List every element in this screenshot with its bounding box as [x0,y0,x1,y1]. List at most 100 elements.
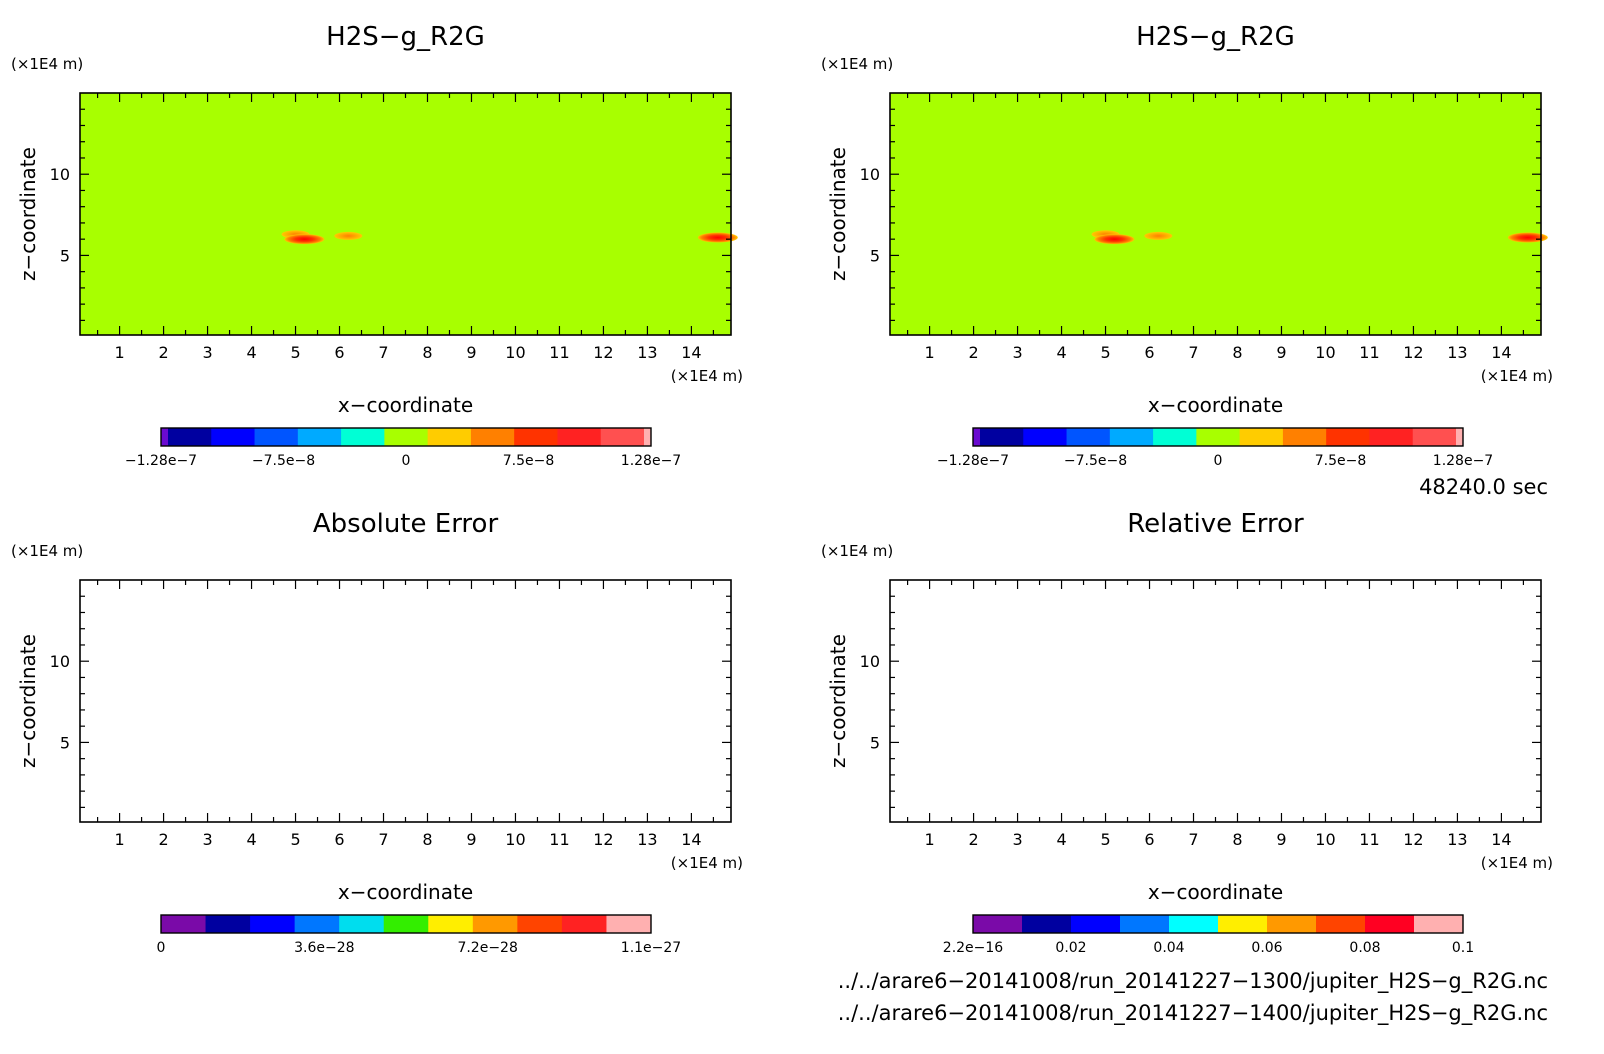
colorbar-segment [1414,915,1464,933]
x-axis-label: x−coordinate [338,393,473,417]
colorbar-segment [384,428,429,446]
x-tick-label: 6 [1144,830,1154,849]
file-path-2: ../../arare6−20141008/run_20141227−1400/… [838,1001,1548,1026]
colorbar-frame [972,914,1464,934]
x-tick-label: 13 [637,343,657,362]
data-blob [1507,232,1548,243]
y-tick-label: 10 [860,652,880,671]
x-tick-label: 4 [1056,830,1066,849]
colorbar-label: 0 [1214,453,1223,469]
colorbar-segment [557,428,602,446]
x-tick-label: 2 [968,343,978,362]
colorbar-segment [1196,428,1241,446]
colorbar-segment [294,915,340,933]
x-tick-label: 8 [1232,343,1242,362]
x-tick-label: 13 [637,830,657,849]
chart-title: Relative Error [1127,509,1304,539]
x-tick-label: 4 [246,830,256,849]
x-tick-label: 13 [1447,343,1467,362]
colorbar-segment [517,915,563,933]
colorbar-segment [250,915,296,933]
x-tick-label: 13 [1447,830,1467,849]
y-tick-label: 10 [50,165,70,184]
chart-title: H2S−g_R2G [1136,22,1295,52]
data-blob [697,232,738,243]
colorbar-segment [428,915,474,933]
x-tick-label: 11 [549,830,569,849]
x-tick-label: 12 [1403,830,1423,849]
x-tick-label: 8 [1232,830,1242,849]
x-tick-label: 9 [1276,830,1286,849]
colorbar-label: 0 [402,453,411,469]
y-tick-label: 10 [860,165,880,184]
x-tick-label: 12 [593,830,613,849]
x-tick-label: 10 [1315,343,1335,362]
y-unit-label: (×1E4 m) [821,542,893,560]
colorbar-segment [383,915,429,933]
x-tick-label: 4 [1056,343,1066,362]
colorbar-label: 0.04 [1153,940,1184,956]
x-tick-label: 14 [681,830,701,849]
colorbar-frame [160,427,652,447]
colorbar-segment [1456,428,1464,446]
x-unit-label: (×1E4 m) [671,854,743,872]
colorbar-segment [1267,915,1317,933]
x-tick-label: 10 [1315,830,1335,849]
x-tick-label: 12 [1403,343,1423,362]
colorbar-segment [161,428,169,446]
colorbar-label: 7.2e−28 [457,940,517,956]
x-tick-label: 10 [505,830,525,849]
colorbar-segment [427,428,472,446]
colorbar-label: 1.28e−7 [621,453,681,469]
x-tick-label: 11 [1359,343,1379,362]
y-axis-label: z−coordinate [16,634,40,768]
plot-area [890,580,1541,822]
colorbar-segment [1120,915,1170,933]
colorbar-segment [254,428,299,446]
x-axis-label: x−coordinate [1148,880,1283,904]
plot-area [80,93,731,335]
x-tick-label: 12 [593,343,613,362]
data-blob [1144,231,1173,240]
x-tick-label: 5 [1100,343,1110,362]
x-unit-label: (×1E4 m) [671,367,743,385]
x-unit-label: (×1E4 m) [1481,854,1553,872]
colorbar-label: −7.5e−8 [252,453,315,469]
x-tick-label: 7 [378,343,388,362]
colorbar-label: 0.1 [1452,940,1474,956]
colorbar-segment [1153,428,1197,446]
colorbar-frame [160,914,652,934]
y-axis-label: z−coordinate [826,634,850,768]
colorbar-segment [973,428,981,446]
colorbar-label: 1.1e−27 [621,940,681,956]
colorbar-label: 0 [157,940,166,956]
colorbar-segment [606,915,652,933]
colorbar-segment [1023,428,1068,446]
x-tick-label: 8 [422,830,432,849]
x-tick-label: 11 [1359,830,1379,849]
colorbar-segment [1326,428,1370,446]
colorbar-segment [600,428,645,446]
x-tick-label: 3 [1012,830,1022,849]
colorbar-label: 3.6e−28 [294,940,354,956]
chart-panel-4: Relative Error(×1E4 m)1 2 3 4 5 6 7 8 9 10 11 12 13 1… [821,509,1553,956]
chart-panel-1: H2S−g_R2G(×1E4 m)1 2 3 4 5 6 7 8 9 10 11 12 13 14510(… [11,22,743,469]
x-tick-label: 9 [466,830,476,849]
colorbar-label: 0.02 [1055,940,1086,956]
y-tick-label: 5 [870,246,880,265]
x-tick-label: 2 [968,830,978,849]
x-axis-label: x−coordinate [1148,393,1283,417]
colorbar-frame [972,427,1464,447]
colorbar-label: −1.28e−7 [125,453,197,469]
colorbar-segment [980,428,1024,446]
colorbar-label: −7.5e−8 [1064,453,1127,469]
file-path-1: ../../arare6−20141008/run_20141227−1300/… [838,969,1548,994]
plot-area [80,580,731,822]
x-tick-label: 5 [290,343,300,362]
chart-title: Absolute Error [313,509,499,539]
x-tick-label: 4 [246,343,256,362]
colorbar-segment [514,428,558,446]
colorbar-segment [205,915,251,933]
colorbar-segment [472,915,518,933]
